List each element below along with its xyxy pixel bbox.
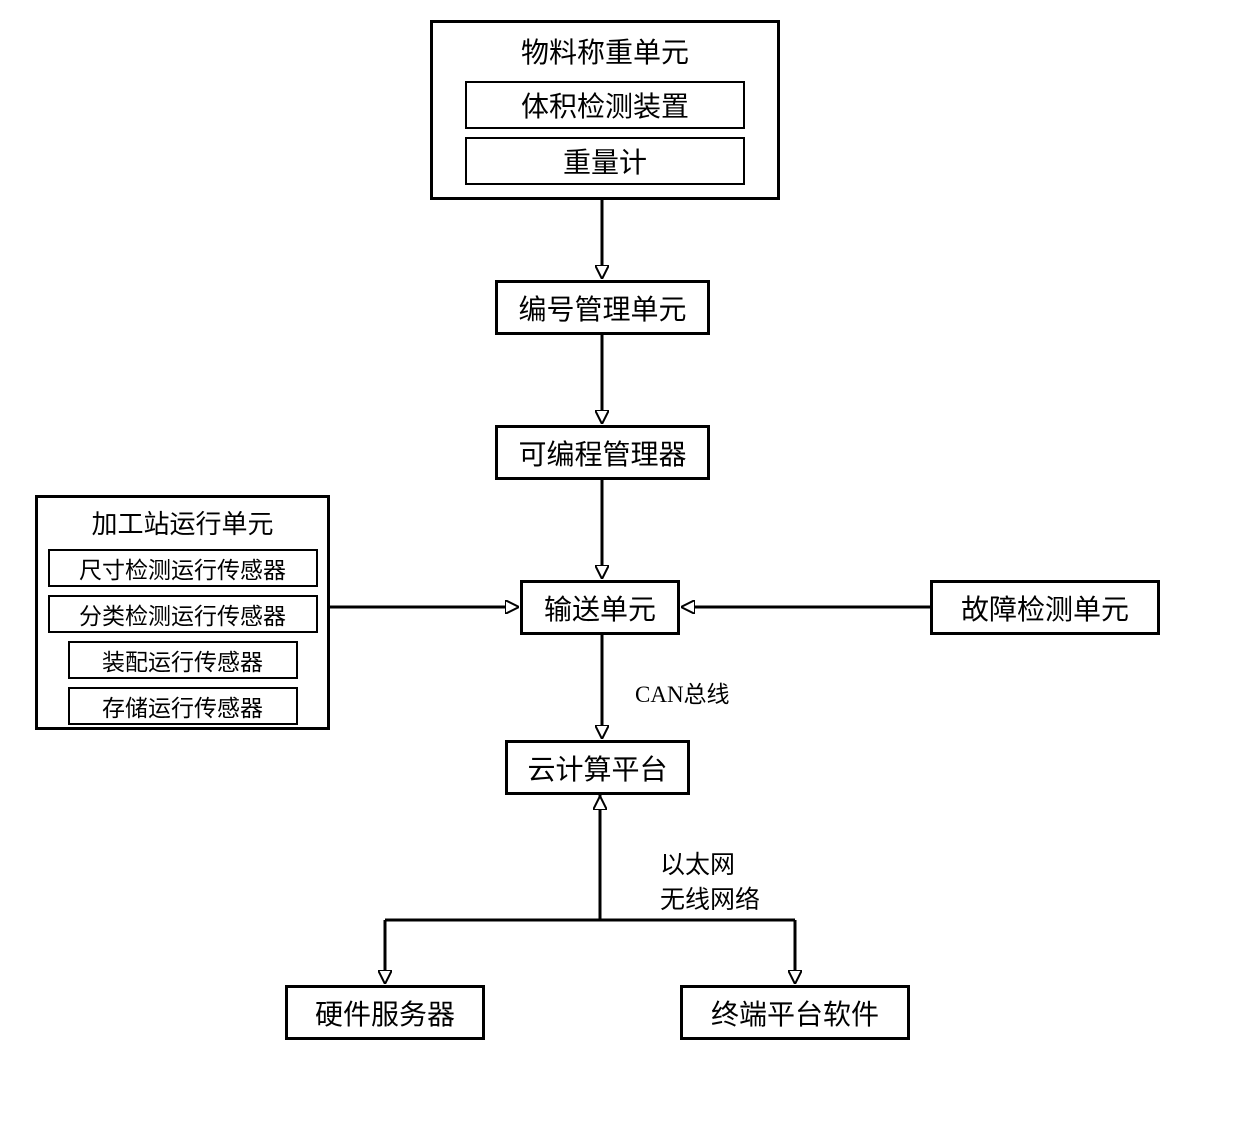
node-fault-detection: 故障检测单元 [930,580,1160,635]
processing-station-sub4: 存储运行传感器 [68,687,298,725]
node-programmable-mgr: 可编程管理器 [495,425,710,480]
node-material-weighing: 物料称重单元 体积检测装置 重量计 [430,20,780,200]
node-numbering-mgmt: 编号管理单元 [495,280,710,335]
label-can-bus: CAN总线 [635,675,730,709]
material-weighing-sub1: 体积检测装置 [465,81,745,129]
label-wireless: 无线网络 [660,880,760,916]
node-terminal-software: 终端平台软件 [680,985,910,1040]
label-ethernet: 以太网 [660,845,735,881]
node-processing-station: 加工站运行单元 尺寸检测运行传感器 分类检测运行传感器 装配运行传感器 存储运行… [35,495,330,730]
material-weighing-title: 物料称重单元 [521,31,689,71]
node-cloud-platform: 云计算平台 [505,740,690,795]
node-hardware-server: 硬件服务器 [285,985,485,1040]
node-transport-unit: 输送单元 [520,580,680,635]
material-weighing-sub2: 重量计 [465,137,745,185]
processing-station-sub1: 尺寸检测运行传感器 [48,549,318,587]
processing-station-sub2: 分类检测运行传感器 [48,595,318,633]
processing-station-title: 加工站运行单元 [91,504,273,541]
processing-station-sub3: 装配运行传感器 [68,641,298,679]
